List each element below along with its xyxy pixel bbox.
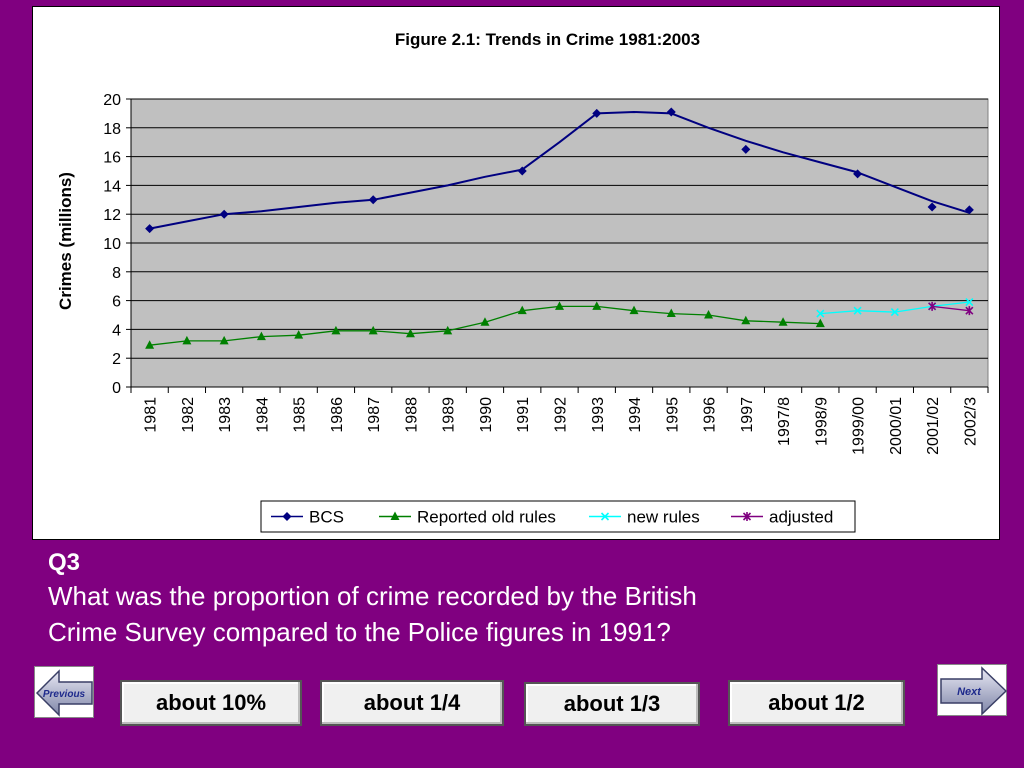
legend-marker: [390, 511, 400, 520]
y-tick-label: 8: [112, 265, 121, 282]
data-point: [368, 195, 378, 205]
data-point: [965, 306, 974, 316]
data-point: [517, 166, 527, 176]
y-tick-label: 18: [103, 121, 121, 138]
data-point: [666, 107, 676, 117]
data-point: [816, 309, 825, 318]
y-tick-label: 0: [112, 380, 121, 397]
x-tick-label: 1993: [590, 397, 607, 433]
x-tick-label: 1997/8: [776, 397, 793, 446]
legend-label: adjusted: [769, 508, 833, 527]
x-tick-label: 1981: [143, 397, 160, 433]
data-point: [145, 340, 155, 349]
data-point: [480, 317, 490, 326]
y-tick-label: 2: [112, 351, 121, 368]
data-point: [964, 205, 974, 215]
previous-button[interactable]: Previous: [34, 666, 94, 718]
x-tick-label: 1994: [627, 397, 644, 433]
x-tick-label: 1989: [441, 397, 458, 433]
data-point: [853, 169, 863, 179]
legend-label: new rules: [627, 508, 700, 527]
data-point: [741, 144, 751, 154]
y-tick-label: 16: [103, 150, 121, 167]
data-point: [890, 308, 899, 317]
data-point: [182, 335, 192, 345]
data-point: [592, 301, 602, 310]
data-point: [629, 305, 639, 315]
next-label: Next: [957, 686, 982, 698]
x-tick-label: 1983: [217, 397, 234, 433]
data-point: [405, 328, 415, 338]
legend-label: Reported old rules: [417, 508, 556, 527]
data-point: [256, 331, 266, 341]
data-point: [741, 315, 751, 325]
data-point: [815, 318, 825, 328]
answer-option-3[interactable]: about 1/3: [524, 682, 700, 726]
data-point: [927, 202, 937, 212]
data-point: [294, 330, 304, 339]
x-tick-label: 2000/01: [888, 397, 905, 455]
y-axis-label: Crimes (millions): [56, 172, 75, 310]
x-tick-label: 1982: [180, 397, 197, 433]
question-number: Q3: [48, 549, 81, 576]
data-point: [219, 335, 229, 345]
y-tick-label: 14: [103, 178, 121, 195]
x-tick-label: 1986: [329, 397, 346, 433]
x-tick-label: 1995: [664, 397, 681, 433]
x-tick-label: 1996: [702, 397, 719, 433]
series-line-bcs: [149, 111, 970, 230]
data-point: [517, 305, 527, 315]
line-chart: Figure 2.1: Trends in Crime 1981:2003 0 2 4…: [56, 30, 989, 533]
x-tick-label: 1998/9: [813, 397, 830, 446]
x-tick-label: 1987: [366, 397, 383, 433]
question-text-line-2: Crime Survey compared to the Police figu…: [48, 617, 671, 647]
y-tick-label: 6: [112, 294, 121, 311]
chart-title: Figure 2.1: Trends in Crime 1981:2003: [395, 30, 700, 49]
x-tick-label: 2001/02: [925, 397, 942, 455]
data-point: [666, 308, 676, 318]
x-tick-label: 1988: [403, 397, 420, 433]
x-tick-label: 1992: [553, 397, 570, 433]
answer-option-1[interactable]: about 10%: [120, 680, 302, 726]
data-point: [368, 325, 378, 335]
data-point: [555, 301, 564, 310]
previous-arrow-icon: Previous: [35, 669, 93, 717]
legend-label: BCS: [309, 508, 344, 527]
x-tick-label: 1991: [515, 397, 532, 433]
y-tick-label: 4: [112, 322, 121, 339]
answer-option-2[interactable]: about 1/4: [320, 680, 504, 726]
y-tick-label: 12: [103, 207, 121, 224]
question-block: Q3 What was the proportion of crime reco…: [48, 548, 697, 650]
data-point: [778, 317, 788, 326]
next-arrow-icon: Next: [940, 666, 1008, 716]
data-point: [965, 297, 974, 307]
y-tick-label: 20: [103, 92, 121, 109]
data-point: [853, 306, 862, 315]
legend-box: [260, 500, 856, 533]
x-tick-label: 1990: [478, 397, 495, 433]
data-point: [443, 325, 453, 335]
x-tick-label: 1997: [739, 397, 756, 433]
legend-marker: [742, 512, 752, 521]
y-tick-label: 10: [103, 236, 121, 253]
chart-frame: Figure 2.1: Trends in Crime 1981:2003 0 2 4…: [32, 6, 1000, 540]
x-tick-label: 1984: [254, 397, 271, 433]
data-point: [928, 301, 937, 311]
data-point: [704, 310, 714, 319]
data-point: [331, 325, 341, 335]
x-tick-label: 1985: [292, 397, 309, 433]
x-tick-label: 1999/00: [851, 397, 868, 455]
series-line-adjusted: [932, 305, 970, 312]
legend-marker: [600, 512, 610, 521]
x-tick-label: 2002/3: [962, 397, 979, 446]
data-point: [219, 209, 229, 219]
question-text-line-1: What was the proportion of crime recorde…: [48, 581, 697, 611]
answer-option-4[interactable]: about 1/2: [728, 680, 905, 726]
legend-marker: [282, 512, 292, 521]
previous-label: Previous: [43, 689, 86, 700]
data-point: [145, 224, 155, 234]
data-point: [592, 108, 602, 118]
next-button[interactable]: Next: [937, 664, 1008, 716]
